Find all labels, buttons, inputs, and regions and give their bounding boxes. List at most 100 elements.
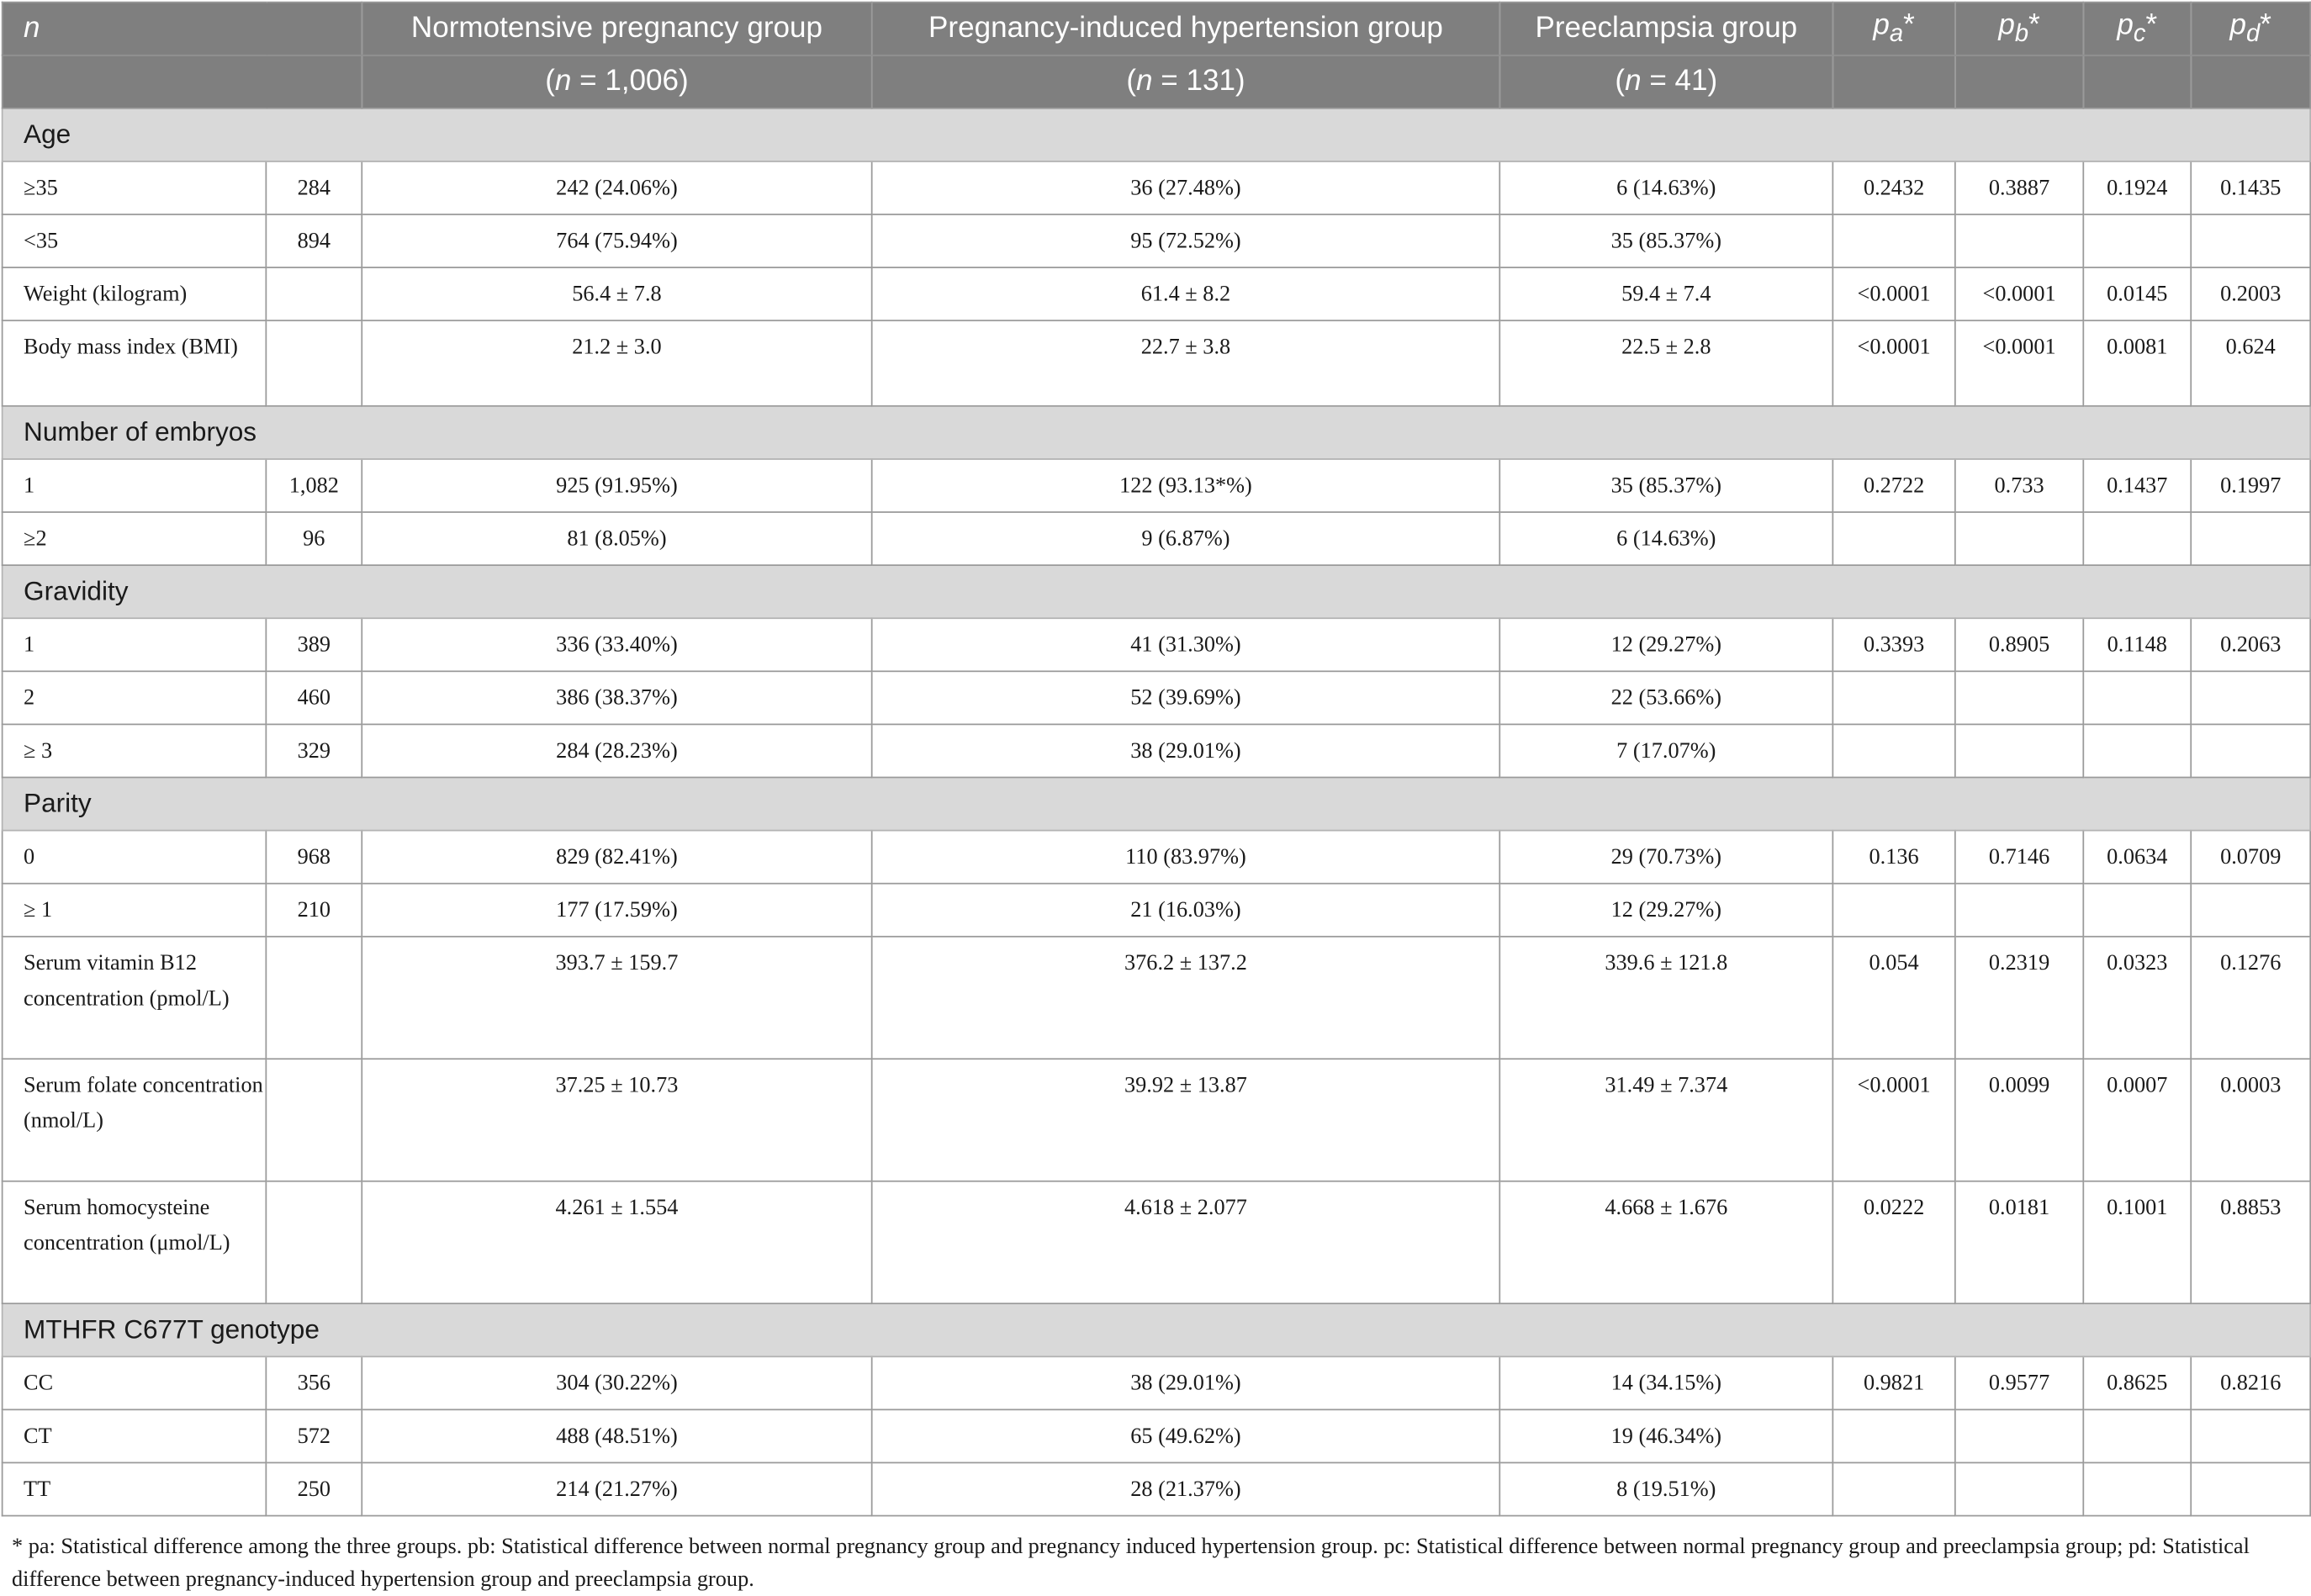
pih-cell: 65 (49.62%) — [870, 1408, 1501, 1464]
header-blank — [1, 54, 363, 109]
pa-cell: 0.2432 — [1832, 161, 1956, 215]
pih-cell: 28 (21.37%) — [870, 1461, 1501, 1517]
normotensive-n: (n = 1,006) — [361, 54, 873, 109]
preeclampsia-cell: 29 (70.73%) — [1499, 829, 1834, 885]
total-n-cell — [265, 267, 363, 322]
pb-cell: 0.9577 — [1954, 1356, 2085, 1411]
normotensive-cell: 925 (91.95%) — [361, 458, 873, 513]
pa-header: pa* — [1832, 1, 1956, 56]
pc-cell: 0.8625 — [2082, 1356, 2192, 1411]
row-label: Serum folate concentration (nmol/L) — [1, 1058, 267, 1182]
pd-cell: 0.8216 — [2190, 1356, 2311, 1411]
section-row: MTHFR C677T genotype — [1, 1303, 2311, 1358]
pih-cell: 52 (39.69%) — [870, 670, 1501, 726]
header-blank — [1954, 54, 2085, 109]
preeclampsia-cell: 12 (29.27%) — [1499, 617, 1834, 673]
pb-cell: <0.0001 — [1954, 320, 2085, 407]
pb-cell: 0.733 — [1954, 458, 2085, 513]
pd-cell — [2190, 214, 2311, 268]
section-row: Number of embryos — [1, 404, 2311, 460]
pb-cell: <0.0001 — [1954, 267, 2085, 322]
row-label: Serum vitamin B12 concentration (pmol/L) — [1, 935, 267, 1060]
row-label: 2 — [1, 670, 267, 726]
pb-cell — [1954, 1408, 2085, 1464]
section-row: Age — [1, 107, 2311, 162]
table-row: TT 250 214 (21.27%) 28 (21.37%) 8 (19.51%) — [1, 1461, 2311, 1517]
preeclampsia-cell: 6 (14.63%) — [1499, 511, 1834, 566]
table-row: Serum folate concentration (nmol/L) 37.25… — [1, 1058, 2311, 1182]
pc-cell: 0.1001 — [2082, 1180, 2192, 1305]
preeclampsia-cell: 8 (19.51%) — [1499, 1461, 1834, 1517]
normotensive-cell: 488 (48.51%) — [361, 1408, 873, 1464]
normotensive-cell: 4.261 ± 1.554 — [361, 1180, 873, 1305]
preeclampsia-cell: 4.668 ± 1.676 — [1499, 1180, 1834, 1305]
pb-header: pb* — [1954, 1, 2085, 56]
pc-cell: 0.1148 — [2082, 617, 2192, 673]
normotensive-cell: 829 (82.41%) — [361, 829, 873, 885]
total-n-cell: 1,082 — [265, 458, 363, 513]
section-title: Gravidity — [1, 564, 2311, 620]
pih-cell: 122 (93.13*%) — [870, 458, 1501, 513]
pb-cell: 0.7146 — [1954, 829, 2085, 885]
pd-cell — [2190, 882, 2311, 938]
pd-cell: 0.1276 — [2190, 935, 2311, 1060]
pc-cell — [2082, 1461, 2192, 1517]
table-row: 2 460 386 (38.37%) 52 (39.69%) 22 (53.66%) — [1, 670, 2311, 726]
row-label: <35 — [1, 214, 267, 268]
preeclampsia-cell: 35 (85.37%) — [1499, 458, 1834, 513]
total-n-cell: 96 — [265, 511, 363, 566]
pc-cell — [2082, 511, 2192, 566]
pd-cell — [2190, 1408, 2311, 1464]
pc-header: pc* — [2082, 1, 2192, 56]
pc-cell — [2082, 670, 2192, 726]
table-row: Serum vitamin B12 concentration (pmol/L)… — [1, 935, 2311, 1060]
table-footnote: * pa: Statistical difference among the t… — [12, 1535, 2250, 1592]
table-row: 1 389 336 (33.40%) 41 (31.30%) 12 (29.27%) 0.… — [1, 617, 2311, 673]
row-label: Serum homocysteine concentration (μmol/L… — [1, 1180, 267, 1305]
pb-cell — [1954, 214, 2085, 268]
normotensive-cell: 304 (30.22%) — [361, 1356, 873, 1411]
pa-cell: <0.0001 — [1832, 1058, 1956, 1182]
pc-cell — [2082, 882, 2192, 938]
pb-cell — [1954, 670, 2085, 726]
pa-cell: 0.9821 — [1832, 1356, 1956, 1411]
total-n-cell: 460 — [265, 670, 363, 726]
pb-cell — [1954, 511, 2085, 566]
characteristics-table: n Normotensive pregnancy group Pregnancy… — [1, 1, 2311, 1517]
section-title: Age — [1, 107, 2311, 162]
normotensive-cell: 386 (38.37%) — [361, 670, 873, 726]
row-label: CC — [1, 1356, 267, 1411]
preeclampsia-cell: 59.4 ± 7.4 — [1499, 267, 1834, 322]
pd-cell: 0.1997 — [2190, 458, 2311, 513]
pih-n: (n = 131) — [870, 54, 1501, 109]
table-row: ≥ 1 210 177 (17.59%) 21 (16.03%) 12 (29.27%) — [1, 882, 2311, 938]
row-label: 0 — [1, 829, 267, 885]
preeclampsia-cell: 31.49 ± 7.374 — [1499, 1058, 1834, 1182]
row-label: ≥ 1 — [1, 882, 267, 938]
pa-cell — [1832, 882, 1956, 938]
total-n-cell: 968 — [265, 829, 363, 885]
normotensive-cell: 21.2 ± 3.0 — [361, 320, 873, 407]
pih-cell: 9 (6.87%) — [870, 511, 1501, 566]
pih-cell: 110 (83.97%) — [870, 829, 1501, 885]
preeclampsia-n: (n = 41) — [1499, 54, 1834, 109]
preeclampsia-cell: 35 (85.37%) — [1499, 214, 1834, 268]
total-n-cell: 356 — [265, 1356, 363, 1411]
pd-header: pd* — [2190, 1, 2311, 56]
normotensive-cell: 81 (8.05%) — [361, 511, 873, 566]
table-row: ≥35 284 242 (24.06%) 36 (27.48%) 6 (14.63%) 0… — [1, 161, 2311, 215]
pc-cell: 0.0634 — [2082, 829, 2192, 885]
pa-cell: 0.2722 — [1832, 458, 1956, 513]
table-row: <35 894 764 (75.94%) 95 (72.52%) 35 (85.37%) — [1, 214, 2311, 268]
preeclampsia-cell: 339.6 ± 121.8 — [1499, 935, 1834, 1060]
pa-cell: <0.0001 — [1832, 320, 1956, 407]
row-label: Body mass index (BMI) — [1, 320, 267, 407]
total-n-cell: 329 — [265, 723, 363, 779]
table-row: CC 356 304 (30.22%) 38 (29.01%) 14 (34.15%) 0… — [1, 1356, 2311, 1411]
total-n-cell: 894 — [265, 214, 363, 268]
header-blank — [2190, 54, 2311, 109]
pa-cell — [1832, 511, 1956, 566]
pb-cell: 0.8905 — [1954, 617, 2085, 673]
pb-cell — [1954, 1461, 2085, 1517]
pd-cell — [2190, 670, 2311, 726]
